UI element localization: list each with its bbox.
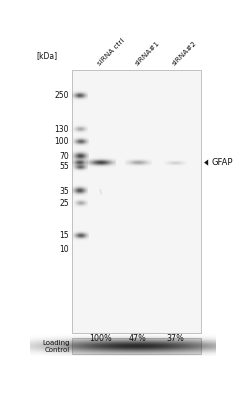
Text: siRNA#2: siRNA#2 (171, 40, 198, 66)
Text: 10: 10 (60, 245, 69, 254)
Text: Loading
Control: Loading Control (42, 340, 70, 353)
Text: 37%: 37% (166, 334, 184, 343)
Text: 130: 130 (54, 125, 69, 134)
Text: 47%: 47% (129, 334, 147, 343)
FancyArrow shape (204, 160, 208, 166)
Text: GFAP: GFAP (212, 158, 233, 167)
Bar (72, 70, 201, 333)
Text: 70: 70 (59, 152, 69, 161)
Bar (72, 338, 201, 354)
Text: 250: 250 (54, 91, 69, 100)
Text: siRNA#1: siRNA#1 (134, 40, 161, 66)
Text: 100%: 100% (89, 334, 112, 343)
Text: 15: 15 (60, 231, 69, 240)
Text: 35: 35 (59, 187, 69, 196)
Text: 100: 100 (54, 138, 69, 146)
Text: 25: 25 (60, 199, 69, 208)
Text: 55: 55 (59, 162, 69, 171)
Text: [kDa]: [kDa] (36, 51, 57, 60)
Text: siRNA ctrl: siRNA ctrl (96, 37, 126, 66)
